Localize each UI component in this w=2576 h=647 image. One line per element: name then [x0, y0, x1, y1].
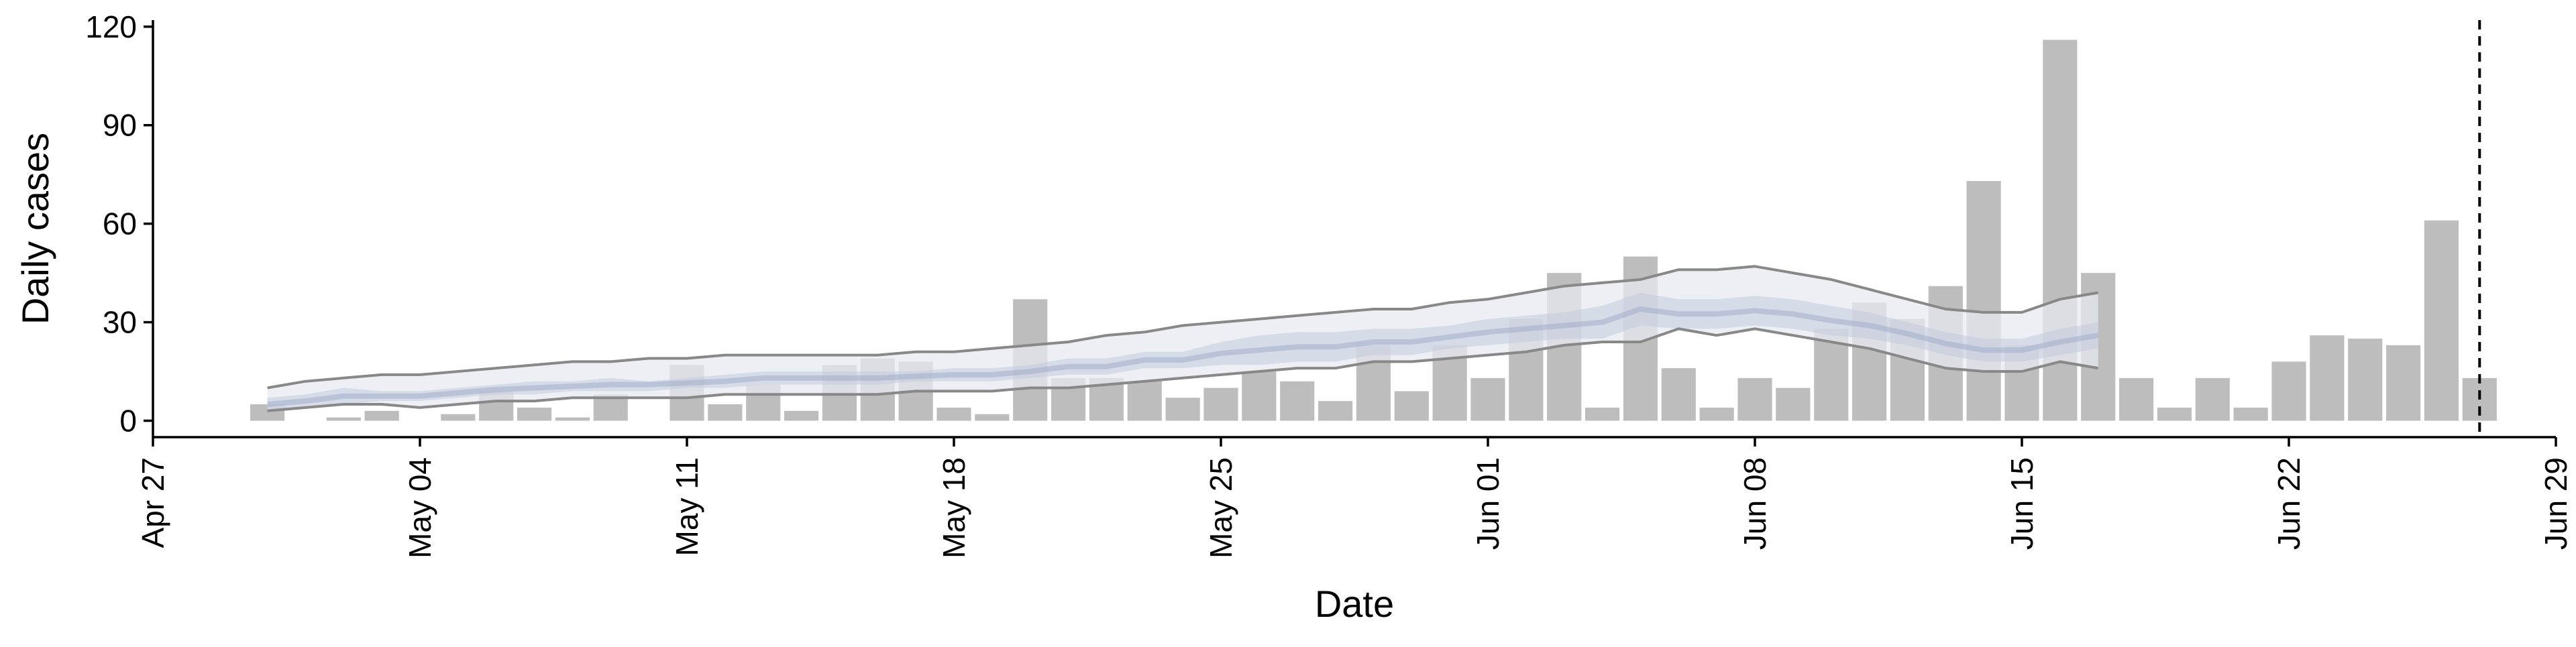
y-tick-label: 0: [119, 404, 137, 438]
bar: [1203, 388, 1238, 421]
x-tick-label: Jun 08: [1737, 457, 1772, 550]
bar: [326, 417, 361, 421]
bar: [1242, 371, 1277, 421]
y-tick-label: 90: [103, 108, 137, 143]
y-tick-label: 30: [103, 305, 137, 340]
bar: [975, 414, 1010, 421]
lower-band-line: [267, 327, 2099, 412]
bar: [1280, 381, 1315, 421]
bar: [1776, 388, 1811, 421]
bar: [1585, 407, 1620, 421]
bar: [2310, 335, 2345, 421]
x-tick-label: Jun 29: [2538, 457, 2573, 550]
x-axis-title: Date: [1315, 583, 1394, 625]
bar: [936, 407, 971, 421]
bar: [1127, 381, 1162, 421]
x-tick-label: May 25: [1203, 457, 1238, 558]
bar: [2385, 345, 2421, 421]
bar: [708, 404, 743, 421]
y-axis-title: Daily cases: [14, 133, 56, 325]
x-tick-label: Jun 15: [2004, 457, 2039, 550]
x-tick-label: Apr 27: [136, 457, 170, 548]
band-layer: [267, 265, 2099, 412]
bar: [1699, 407, 1734, 421]
y-tick-label: 120: [85, 9, 137, 44]
x-tick-label: Jun 22: [2271, 457, 2306, 550]
bar: [1318, 401, 1353, 421]
x-tick-label: Jun 01: [1470, 457, 1505, 550]
x-tick-label: May 04: [402, 457, 437, 558]
x-tick-label: May 18: [936, 457, 971, 558]
bar: [517, 407, 552, 421]
bar: [2157, 407, 2192, 421]
bar: [2195, 377, 2230, 421]
x-tick-label: May 11: [669, 457, 704, 556]
upper-band-line: [267, 265, 2099, 390]
bar: [1737, 377, 1772, 421]
bar: [1165, 398, 1200, 421]
bar: [1470, 377, 1505, 421]
y-tick-label: 60: [103, 207, 137, 241]
median-line: [267, 306, 2099, 407]
bar: [1661, 368, 1696, 421]
bar: [2233, 407, 2268, 421]
axes-layer: 0 30 60 90 120 Apr 27 May 04 May 11 May 18 May 25…: [85, 9, 2573, 558]
bar: [1394, 391, 1429, 421]
bar: [2424, 220, 2459, 421]
bars-layer: [250, 40, 2497, 421]
bar: [364, 410, 399, 421]
bar: [2118, 377, 2154, 421]
bar: [2348, 339, 2383, 421]
bar: [441, 414, 476, 421]
bar: [784, 410, 819, 421]
bar: [1966, 180, 2001, 421]
bar: [2271, 361, 2306, 421]
bar: [555, 417, 590, 421]
